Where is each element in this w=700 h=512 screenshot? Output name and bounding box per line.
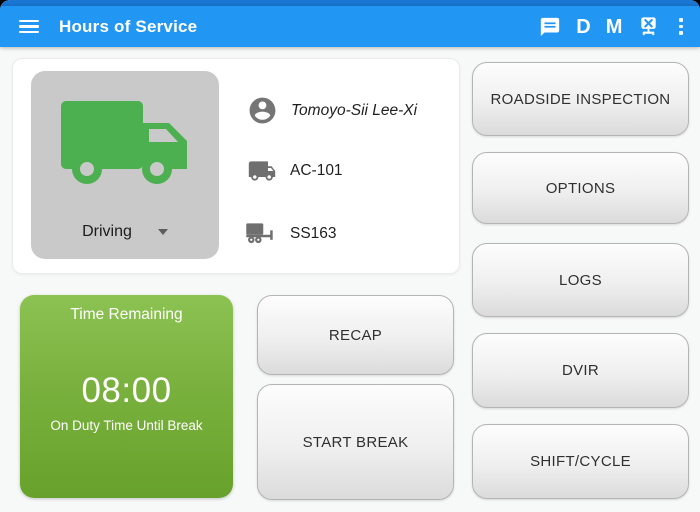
duty-status-tile[interactable]: Driving xyxy=(31,71,219,259)
malfunction-indicator[interactable]: M xyxy=(605,15,623,38)
roadside-inspection-button[interactable]: ROADSIDE INSPECTION xyxy=(472,62,689,136)
time-remaining-title: Time Remaining xyxy=(70,306,183,323)
status-bar xyxy=(0,0,700,6)
duty-status-dropdown[interactable]: Driving xyxy=(31,223,219,241)
app-bar: Hours of Service D M xyxy=(0,6,700,47)
driving-truck-icon xyxy=(61,101,187,184)
dvir-button[interactable]: DVIR xyxy=(472,333,689,408)
start-break-button[interactable]: START BREAK xyxy=(257,384,454,500)
logs-button[interactable]: LOGS xyxy=(472,243,689,317)
shift-cycle-button[interactable]: SHIFT/CYCLE xyxy=(472,424,689,499)
time-remaining-caption: On Duty Time Until Break xyxy=(50,418,203,433)
hamburger-icon[interactable] xyxy=(19,16,39,37)
chat-bubble-icon[interactable] xyxy=(539,16,561,38)
options-button[interactable]: OPTIONS xyxy=(472,152,689,224)
vehicle-row: AC-101 xyxy=(247,159,343,183)
time-remaining-card[interactable]: Time Remaining 08:00 On Duty Time Until … xyxy=(20,295,233,498)
trailer-row: SS163 xyxy=(245,221,337,246)
driver-status-card: Driving Tomoyo-Sii Lee-Xi AC-101 xyxy=(12,58,460,274)
duty-status-value: Driving xyxy=(82,223,132,240)
trailer-id: SS163 xyxy=(290,224,337,242)
time-remaining-group: 08:00 On Duty Time Until Break xyxy=(20,371,233,433)
recap-button[interactable]: RECAP xyxy=(257,295,454,375)
trailer-icon xyxy=(246,223,273,244)
truck-icon xyxy=(248,161,276,181)
kebab-menu-icon[interactable] xyxy=(675,16,687,37)
driver-row: Tomoyo-Sii Lee-Xi xyxy=(247,95,417,126)
time-remaining-value: 08:00 xyxy=(81,371,172,410)
vehicle-id: AC-101 xyxy=(290,162,343,179)
driver-name: Tomoyo-Sii Lee-Xi xyxy=(291,101,418,119)
data-diagnostic-indicator[interactable]: D xyxy=(576,15,591,38)
device-x-icon[interactable] xyxy=(637,15,660,38)
person-circle-icon xyxy=(249,97,276,124)
page-title: Hours of Service xyxy=(59,16,198,36)
app-bar-actions: D M xyxy=(539,15,700,38)
caret-down-icon xyxy=(157,229,168,235)
